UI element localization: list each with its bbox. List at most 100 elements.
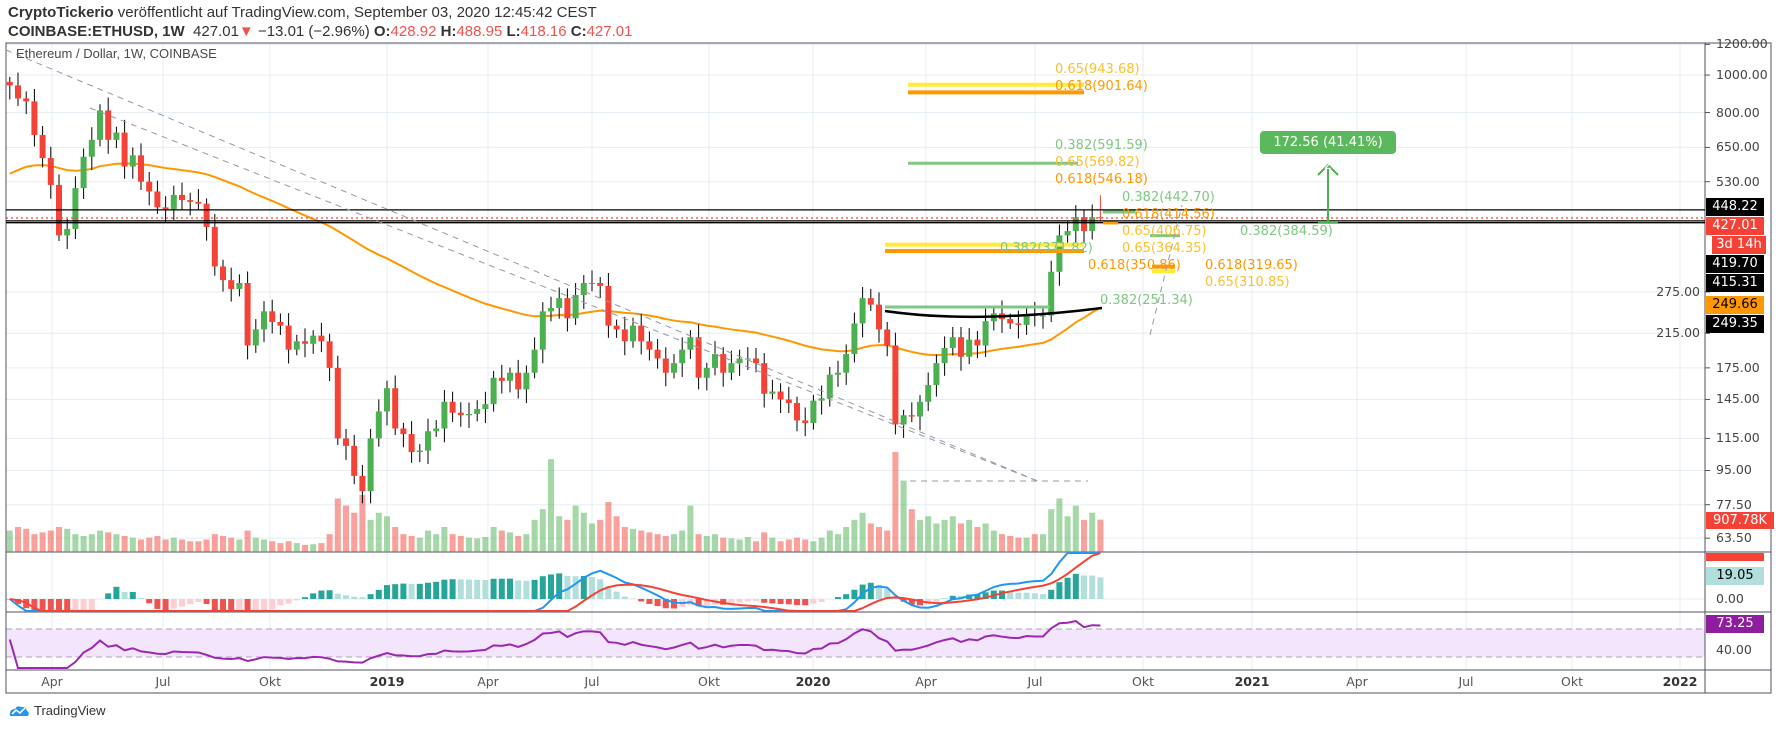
volume-bar	[6, 530, 13, 552]
macd-histogram-bar	[539, 576, 546, 599]
volume-bar	[802, 539, 809, 552]
candle-body	[671, 363, 677, 373]
candle-body	[826, 374, 833, 399]
time-axis-label: Okt	[1561, 674, 1583, 689]
candle-body	[728, 363, 735, 373]
volume-bar	[170, 537, 177, 552]
candle-body	[64, 228, 71, 236]
volume-bar	[31, 534, 38, 552]
macd-line-tag	[1706, 553, 1764, 561]
volume-bar	[949, 516, 956, 552]
macd-histogram-bar	[867, 582, 874, 599]
volume-bar	[966, 519, 973, 552]
candle-body	[777, 391, 784, 400]
fib-label: 0.618(546.18)	[1055, 172, 1148, 187]
candle-body	[441, 401, 448, 429]
macd-histogram-bar	[605, 586, 612, 599]
volume-bar	[293, 543, 300, 552]
macd-signal-line	[9, 552, 1101, 612]
macd-histogram-bar	[736, 599, 743, 603]
candle-body	[531, 349, 538, 373]
volume-bar	[515, 535, 522, 552]
candle-body	[835, 372, 841, 375]
volume-bar	[630, 528, 636, 552]
volume-bar	[47, 530, 54, 552]
volume-bar	[228, 537, 235, 552]
volume-tag: 907.78K	[1706, 512, 1774, 529]
volume-bar	[375, 512, 382, 552]
candle-body	[523, 372, 530, 390]
candle-body	[703, 367, 710, 378]
volume-bar	[917, 519, 923, 552]
candle-body	[121, 132, 128, 167]
candle-body	[293, 341, 300, 350]
candle-body	[23, 98, 30, 102]
candle-body	[326, 341, 333, 368]
macd-histogram-bar	[129, 591, 136, 599]
author-name: CryptoTickerio	[8, 4, 114, 21]
time-axis-label: 2021	[1234, 674, 1270, 689]
candle-body	[613, 325, 620, 330]
volume-bar	[236, 539, 243, 552]
candle-body	[425, 431, 431, 451]
price-tag-ma: 249.66	[1706, 296, 1764, 314]
volume-bar	[1081, 519, 1087, 552]
volume-bar	[162, 539, 169, 552]
macd-histogram-bar	[425, 582, 431, 599]
volume-bar	[285, 541, 292, 552]
volume-bar	[753, 541, 759, 552]
volume-bar	[269, 541, 276, 552]
volume-bar	[482, 537, 489, 552]
time-axis-label: Apr	[1346, 674, 1368, 689]
time-axis-label: 2022	[1662, 674, 1698, 689]
arrow-up-icon	[1317, 163, 1339, 176]
candle-body	[269, 311, 276, 322]
candle-body	[203, 203, 210, 227]
fib-label: 0.382(371.82)	[1000, 241, 1093, 256]
macd-histogram-bar	[1056, 582, 1063, 599]
macd-histogram-bar	[949, 595, 956, 599]
volume-bar	[531, 519, 538, 552]
candle-body	[597, 283, 604, 286]
macd-histogram-bar	[728, 599, 735, 604]
macd-histogram-bar	[876, 584, 882, 599]
macd-histogram-bar	[490, 578, 497, 599]
macd-histogram-bar	[1048, 589, 1055, 599]
volume-bar	[466, 537, 472, 552]
tradingview-logo[interactable]: TradingView	[8, 703, 106, 718]
volume-bar	[384, 516, 390, 552]
price-range-measure[interactable]: 172.56 (41.41%) 17256	[1260, 131, 1396, 173]
volume-bar	[1064, 516, 1071, 552]
high-value: 488.95	[456, 23, 503, 40]
macd-histogram-bar	[843, 594, 850, 599]
candle-body	[277, 321, 284, 326]
candle-body	[170, 194, 177, 210]
macd-histogram-bar	[105, 593, 112, 599]
candle-body	[507, 372, 513, 381]
price-tag-cup: 249.35	[1706, 315, 1764, 333]
candle-body	[105, 110, 112, 140]
macd-histogram-bar	[466, 579, 472, 599]
candle-body	[15, 85, 21, 99]
macd-histogram-bar	[113, 586, 120, 599]
candle-body	[908, 415, 915, 417]
macd-histogram-bar	[367, 594, 374, 599]
time-axis-label: Jul	[155, 674, 171, 689]
candle-body	[1040, 315, 1046, 317]
trendline	[5, 49, 1041, 483]
candle-body	[876, 304, 882, 330]
candle-body	[228, 280, 235, 289]
macd-histogram-bar	[597, 579, 604, 599]
candle-body	[605, 285, 612, 326]
macd-histogram-bar	[556, 573, 563, 599]
candle-body	[457, 412, 464, 416]
volume-bar	[958, 523, 964, 552]
macd-histogram-bar	[326, 590, 333, 599]
volume-bar	[23, 528, 30, 552]
macd-histogram-bar	[1031, 593, 1038, 599]
macd-histogram-bar	[88, 599, 95, 611]
macd-histogram-bar	[621, 596, 628, 599]
macd-histogram-bar	[548, 574, 554, 599]
candle-body	[146, 181, 153, 192]
